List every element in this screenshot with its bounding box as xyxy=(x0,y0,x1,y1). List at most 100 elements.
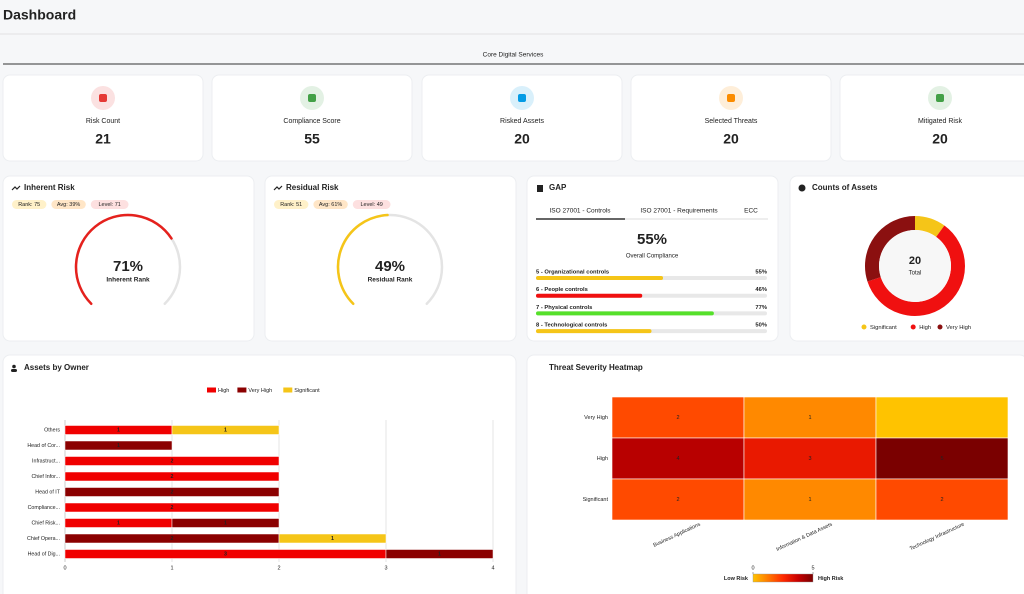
gap-item-label: 5 - Organizational controls xyxy=(536,270,609,276)
kpi-icon xyxy=(727,94,735,102)
active-tab: Core Digital Services xyxy=(483,52,544,59)
bar-value-label: 2 xyxy=(171,536,174,542)
donut-total-label: Total xyxy=(909,271,922,277)
heatmap-cell xyxy=(611,478,745,521)
card-title: Threat Severity Heatmap xyxy=(549,363,643,372)
x-tick-label: 4 xyxy=(491,565,494,571)
kpi-label: Risk Count xyxy=(86,118,120,125)
gauge-value xyxy=(336,213,389,306)
cell-value: 2 xyxy=(676,497,679,503)
cell-value: 3 xyxy=(808,456,811,462)
gap-overall-label: Overall Compliance xyxy=(626,254,679,260)
bar-value-label: 1 xyxy=(331,536,334,542)
badge xyxy=(51,200,86,209)
colorbar-tick-label: 5 xyxy=(811,565,814,571)
legend-label: Significant xyxy=(870,325,897,331)
legend-dot xyxy=(861,324,867,330)
kpi-label: Mitigated Risk xyxy=(918,118,962,125)
card-title: GAP xyxy=(549,183,567,192)
legend-swatch xyxy=(207,387,216,393)
cell-value: 2 xyxy=(940,497,943,503)
page-title: Dashboard xyxy=(3,7,76,23)
card xyxy=(211,74,413,162)
card xyxy=(839,74,1024,162)
x-tick-label: 2 xyxy=(277,565,280,571)
legend-swatch xyxy=(237,387,247,393)
bar-segment xyxy=(64,502,280,513)
cell-value: 2 xyxy=(676,415,679,421)
card xyxy=(264,175,517,342)
bar-segment xyxy=(171,425,280,435)
bar-value-label: 1 xyxy=(117,521,120,527)
kpi-label: Risked Assets xyxy=(500,118,544,125)
legend-dot xyxy=(910,324,916,330)
card xyxy=(526,175,779,342)
title-icon xyxy=(12,364,16,369)
title-icon xyxy=(11,185,21,191)
donut-hole xyxy=(879,230,951,302)
gap-tab[interactable]: ISO 27001 - Controls xyxy=(549,208,611,215)
bar-segment xyxy=(385,549,494,559)
gauge-value xyxy=(74,213,173,306)
gauge-caption: Residual Rank xyxy=(368,277,413,284)
badge xyxy=(90,200,129,209)
bar-segment xyxy=(278,533,387,544)
bar-value-label: 2 xyxy=(171,505,174,511)
row-label: Significant xyxy=(583,497,609,503)
kpi-icon xyxy=(936,94,944,102)
kpi-value: 20 xyxy=(932,131,948,147)
donut-segment xyxy=(867,225,965,316)
badge xyxy=(352,200,391,209)
bar-segment xyxy=(64,487,280,497)
kpi-value: 20 xyxy=(723,131,739,147)
gauge-caption: Inherent Rank xyxy=(106,277,150,284)
badge xyxy=(12,200,47,209)
card-title: Residual Risk xyxy=(286,183,339,192)
bar-value-label: 1 xyxy=(224,521,227,527)
y-tick-label: Head of Cor... xyxy=(27,443,60,449)
kpi-icon xyxy=(99,94,107,102)
legend-label: High xyxy=(919,325,931,331)
heatmap-cell xyxy=(743,396,877,439)
x-tick-label: 3 xyxy=(384,565,387,571)
gap-tab[interactable]: ISO 27001 - Requirements xyxy=(640,208,718,215)
legend-label: Significant xyxy=(294,388,320,394)
title-icon xyxy=(537,185,543,192)
kpi-value: 21 xyxy=(95,131,111,147)
gap-item-value: 55% xyxy=(755,270,767,276)
y-tick-label: Chief Risk... xyxy=(31,520,60,526)
y-tick-label: Others xyxy=(44,427,60,433)
badge-text: Rank: 75 xyxy=(18,202,40,208)
card xyxy=(630,74,832,162)
kpi-value: 55 xyxy=(304,131,320,147)
kpi-value: 20 xyxy=(514,131,530,147)
badge xyxy=(274,200,309,209)
badge-text: Avg: 39% xyxy=(57,202,81,208)
gap-tab[interactable]: ECC xyxy=(744,208,758,215)
title-icon xyxy=(273,185,283,191)
badge-text: Avg: 61% xyxy=(319,202,343,208)
card xyxy=(421,74,623,162)
gap-bar xyxy=(536,293,643,298)
bar-segment xyxy=(64,440,173,451)
colorbar-low-label: Low Risk xyxy=(724,576,749,582)
gap-bar xyxy=(536,311,714,316)
y-tick-label: Chief Infor... xyxy=(31,474,60,480)
gauge-percent: 71% xyxy=(113,258,143,275)
bar-value-label: 1 xyxy=(224,428,227,434)
gap-overall-value: 55% xyxy=(637,231,667,248)
bar-segment xyxy=(64,456,280,466)
legend-swatch xyxy=(283,387,293,393)
donut-segment xyxy=(914,216,945,238)
kpi-icon xyxy=(518,94,526,102)
heatmap-cell xyxy=(611,437,745,480)
kpi-label: Compliance Score xyxy=(283,118,340,125)
cell-value: 1 xyxy=(808,415,811,421)
cell-value: 5 xyxy=(940,456,943,462)
card-title: Assets by Owner xyxy=(24,363,89,372)
bar-value-label: 1 xyxy=(438,552,441,558)
badge xyxy=(313,200,348,209)
kpi-label: Selected Threats xyxy=(705,118,758,125)
bar-value-label: 2 xyxy=(171,474,174,480)
